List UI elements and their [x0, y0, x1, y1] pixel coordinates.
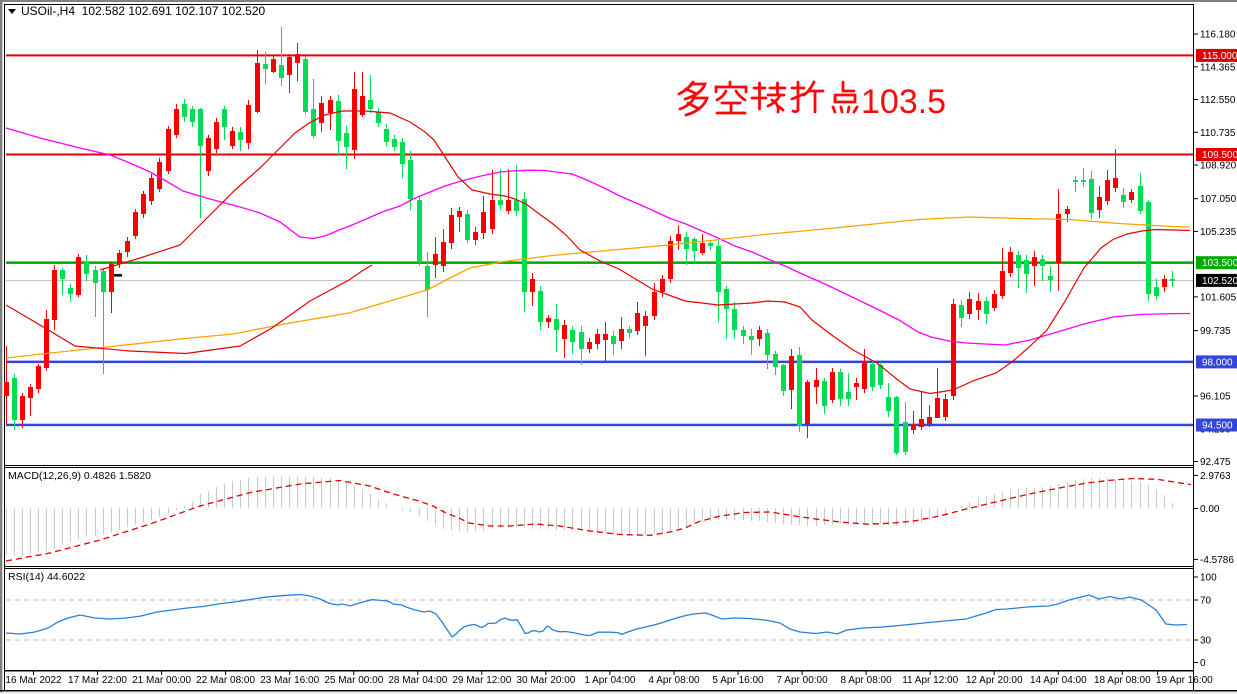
svg-text:11 Apr 12:00: 11 Apr 12:00	[902, 675, 958, 686]
svg-text:70: 70	[1200, 596, 1212, 607]
svg-text:94.500: 94.500	[1202, 421, 1233, 432]
svg-text:21 Mar 00:00: 21 Mar 00:00	[132, 675, 191, 686]
svg-text:29 Mar 12:00: 29 Mar 12:00	[452, 675, 511, 686]
svg-text:MACD(12,26,9) 0.4826 1.5820: MACD(12,26,9) 0.4826 1.5820	[8, 470, 151, 482]
svg-text:4 Apr 08:00: 4 Apr 08:00	[648, 675, 700, 686]
svg-text:115.000: 115.000	[1202, 51, 1237, 62]
svg-text:16 Mar 2022: 16 Mar 2022	[5, 675, 62, 686]
svg-text:1 Apr 04:00: 1 Apr 04:00	[584, 675, 636, 686]
svg-text:102.520: 102.520	[1202, 276, 1237, 287]
svg-text:103.5: 103.5	[861, 83, 946, 121]
svg-text:14 Apr 04:00: 14 Apr 04:00	[1030, 675, 1087, 686]
svg-text:110.735: 110.735	[1200, 128, 1236, 139]
svg-text:USOil-,H4 102.582 102.691 102: USOil-,H4 102.582 102.691 102.107 102.52…	[21, 4, 266, 18]
svg-text:114.365: 114.365	[1200, 62, 1236, 73]
svg-text:5 Apr 16:00: 5 Apr 16:00	[712, 675, 764, 686]
svg-text:19 Apr 16:00: 19 Apr 16:00	[1156, 675, 1213, 686]
svg-text:116.180: 116.180	[1200, 30, 1236, 41]
svg-text:25 Mar 00:00: 25 Mar 00:00	[324, 675, 383, 686]
svg-text:96.105: 96.105	[1200, 392, 1231, 403]
svg-text:RSI(14) 44.6022: RSI(14) 44.6022	[8, 571, 85, 583]
svg-text:103.500: 103.500	[1202, 258, 1237, 269]
svg-text:30 Mar 20:00: 30 Mar 20:00	[516, 675, 575, 686]
svg-text:8 Apr 08:00: 8 Apr 08:00	[841, 675, 893, 686]
svg-text:30: 30	[1200, 636, 1212, 647]
svg-text:23 Mar 16:00: 23 Mar 16:00	[260, 675, 319, 686]
svg-text:0: 0	[1200, 658, 1206, 669]
svg-text:100: 100	[1200, 573, 1217, 584]
svg-text:105.235: 105.235	[1200, 227, 1237, 238]
svg-text:108.920: 108.920	[1200, 161, 1237, 172]
svg-text:2.9763: 2.9763	[1200, 471, 1231, 482]
svg-text:112.550: 112.550	[1200, 95, 1236, 106]
svg-text:101.605: 101.605	[1200, 292, 1237, 303]
svg-text:18 Apr 08:00: 18 Apr 08:00	[1094, 675, 1151, 686]
svg-text:0.00: 0.00	[1200, 504, 1220, 515]
svg-text:107.050: 107.050	[1200, 194, 1237, 205]
svg-text:109.500: 109.500	[1202, 150, 1237, 161]
svg-text:17 Mar 22:00: 17 Mar 22:00	[68, 675, 127, 686]
svg-text:12 Apr 20:00: 12 Apr 20:00	[966, 675, 1023, 686]
svg-text:92.475: 92.475	[1200, 457, 1231, 468]
svg-text:28 Mar 04:00: 28 Mar 04:00	[388, 675, 447, 686]
svg-text:22 Mar 08:00: 22 Mar 08:00	[196, 675, 255, 686]
svg-text:98.000: 98.000	[1202, 357, 1233, 368]
svg-text:-4.5786: -4.5786	[1200, 555, 1234, 566]
svg-text:99.735: 99.735	[1200, 326, 1231, 337]
svg-text:7 Apr 00:00: 7 Apr 00:00	[777, 675, 829, 686]
